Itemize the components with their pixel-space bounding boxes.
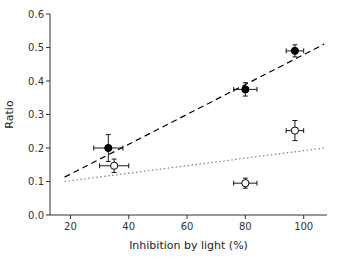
x-tick-label: 60 xyxy=(181,221,194,232)
y-tick-label: 0.4 xyxy=(28,76,44,87)
filled-point xyxy=(291,47,298,54)
y-tick-label: 0.1 xyxy=(28,176,44,187)
y-tick xyxy=(46,114,50,115)
x-tick-label: 40 xyxy=(122,221,135,232)
open-point xyxy=(111,162,118,169)
open-point xyxy=(242,180,249,187)
x-tick xyxy=(245,215,246,219)
y-tick-label: 0.0 xyxy=(28,210,44,221)
x-tick-label: 80 xyxy=(239,221,252,232)
y-tick-label: 0.6 xyxy=(28,9,44,20)
open-point xyxy=(291,127,298,134)
y-tick-label: 0.5 xyxy=(28,42,44,53)
x-tick xyxy=(128,215,129,219)
y-tick xyxy=(46,47,50,48)
x-tick-label: 100 xyxy=(294,221,313,232)
y-axis-label: Ratio xyxy=(3,100,16,129)
y-tick xyxy=(46,148,50,149)
plot-area xyxy=(65,44,325,188)
filled-point xyxy=(105,144,112,151)
y-tick xyxy=(46,81,50,82)
y-tick xyxy=(46,14,50,15)
x-axis-label: Inhibition by light (%) xyxy=(129,239,248,252)
chart: 20 40 60 80 100 0.0 0.1 0.2 0.3 0.4 0.5 0.6 Inhibiti… xyxy=(0,0,341,257)
y-tick xyxy=(46,215,50,216)
filled-point xyxy=(242,86,249,93)
x-tick-label: 20 xyxy=(64,221,77,232)
x-tick xyxy=(187,215,188,219)
x-tick xyxy=(303,215,304,219)
x-tick xyxy=(70,215,71,219)
x-axis xyxy=(50,215,327,216)
y-tick-label: 0.2 xyxy=(28,143,44,154)
y-tick xyxy=(46,181,50,182)
y-tick-label: 0.3 xyxy=(28,109,44,120)
trend-line xyxy=(65,44,325,177)
trend-line xyxy=(65,148,325,182)
